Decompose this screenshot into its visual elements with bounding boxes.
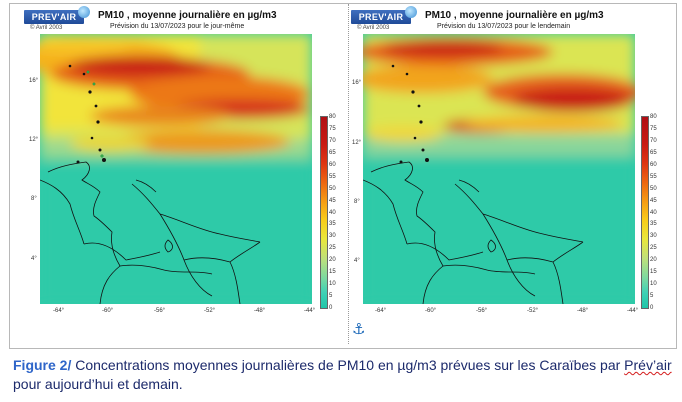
colorbar-tick-label: 80 [650,114,657,120]
copyright-text: © Avril 2003 [357,25,390,31]
colorbar-tick-label: 45 [329,197,336,204]
lat-label: 8° [354,199,360,205]
colorbar-tick-label: 0 [329,305,333,311]
figure-frame: PREV'AIR © Avril 2003 PM10 , moyenne jou… [9,3,677,349]
lat-label: 4° [31,256,37,262]
lon-label: -60° [102,308,114,314]
map-title: PM10 , moyenne journalière en µg/m3 [98,10,277,21]
colorbar-tick-label: 35 [650,221,657,228]
map-panel-today: PREV'AIR © Avril 2003 PM10 , moyenne jou… [18,4,338,336]
colorbar-tick-label: 25 [329,245,336,252]
colorbar-tick-label: 75 [329,125,336,132]
lat-label: 8° [31,196,37,202]
caption-text: Concentrations moyennes journalières de … [71,357,625,373]
colorbar-tick-label: 20 [329,257,336,264]
prevair-link[interactable]: Prév’air [624,357,672,373]
colorbar-tick-label: 45 [650,197,657,204]
colorbar-tick-label: 60 [329,161,336,168]
colorbar-tick-label: 55 [650,173,657,180]
colorbar-tick-label: 40 [329,209,336,216]
colorbar-tick-label: 55 [329,173,336,180]
figure-caption: Figure 2/ Concentrations moyennes journa… [13,356,678,394]
globe-icon [405,6,417,18]
colorbar-tick-label: 50 [650,185,657,192]
colorbar-tick-label: 15 [329,269,336,276]
colorbar [641,116,649,309]
colorbar-tick-label: 70 [329,137,336,144]
lon-label: -56° [476,308,488,314]
map-panel-tomorrow: PREV'AIR © Avril 2003 PM10 , moyenne jou… [345,4,665,336]
figure-label: Figure 2/ [13,357,72,373]
map-subtitle: Prévision du 13/07/2023 pour le jour-mêm… [110,23,245,30]
colorbar-tick-label: 50 [329,185,336,192]
lat-label: 12° [352,140,362,146]
lon-label: -64° [375,308,387,314]
colorbar-tick-label: 30 [650,233,657,240]
colorbar-tick-label: 80 [329,114,336,120]
lon-label: -52° [204,308,216,314]
colorbar-tick-label: 10 [650,281,657,288]
lon-label: -48° [577,308,589,314]
map-subtitle: Prévision du 13/07/2023 pour le lendemai… [437,23,571,30]
caption-text: pour aujourd’hui et demain. [13,376,183,392]
lon-label: -44° [304,308,316,314]
prevair-logo: PREV'AIR [24,10,84,24]
lat-label: 16° [352,80,362,86]
anchor-icon: ⚓ [352,320,366,338]
colorbar [320,116,328,309]
copyright-text: © Avril 2003 [30,25,63,31]
colorbar-tick-label: 15 [650,269,657,276]
lon-label: -44° [627,308,639,314]
colorbar-tick-label: 5 [650,293,654,300]
lon-label: -64° [53,308,65,314]
lon-label: -56° [154,308,166,314]
lon-label: -48° [254,308,266,314]
colorbar-tick-label: 20 [650,257,657,264]
colorbar-tick-label: 5 [329,293,333,300]
colorbar-tick-label: 40 [650,209,657,216]
prevair-logo: PREV'AIR [351,10,411,24]
colorbar-tick-label: 0 [650,305,654,311]
colorbar-tick-label: 10 [329,281,336,288]
globe-icon [78,6,90,18]
lat-label: 12° [29,137,39,143]
colorbar-tick-label: 65 [650,149,657,156]
map-title: PM10 , moyenne journalière en µg/m3 [425,10,604,21]
lon-label: -52° [527,308,539,314]
colorbar-tick-label: 25 [650,245,657,252]
pm10-map-tomorrow [363,34,635,304]
lat-label: 16° [29,78,39,84]
colorbar-tick-label: 65 [329,149,336,156]
panel-divider [348,4,350,344]
colorbar-tick-label: 70 [650,137,657,144]
colorbar-tick-label: 35 [329,221,336,228]
lon-label: -60° [425,308,437,314]
pm10-map-today [40,34,312,304]
colorbar-tick-label: 30 [329,233,336,240]
colorbar-tick-label: 60 [650,161,657,168]
colorbar-tick-label: 75 [650,125,657,132]
lat-label: 4° [354,258,360,264]
